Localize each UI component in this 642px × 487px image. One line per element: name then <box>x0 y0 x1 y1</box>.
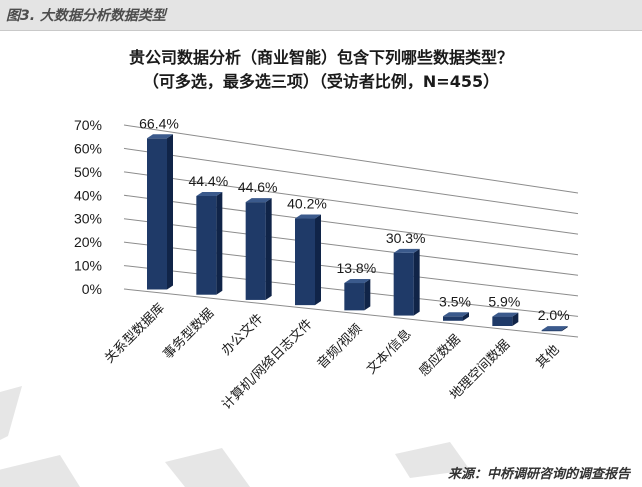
y-tick-label: 70% <box>74 117 102 133</box>
grid-line <box>123 124 579 194</box>
y-tick-label: 20% <box>74 234 102 250</box>
x-tick-label: 文本/信息 <box>363 326 414 377</box>
data-label: 5.9% <box>488 294 520 310</box>
chart-subtitle: （可多选，最多选三项）（受访者比例，N=455） <box>142 72 500 91</box>
figure-header: 图3. 大数据分析数据类型 <box>0 0 642 31</box>
bar <box>344 279 371 311</box>
figure-label: 图3. 大数据分析数据类型 <box>6 8 166 24</box>
source-note: 来源：中桥调研咨询的调查报告 <box>447 467 630 482</box>
bar <box>393 248 420 316</box>
x-tick-label: 关系型数据库 <box>101 300 167 366</box>
data-label: 66.4% <box>139 115 179 131</box>
x-tick-label: 感应数据 <box>416 331 464 379</box>
y-tick-label: 0% <box>82 281 102 297</box>
data-label: 44.6% <box>238 179 278 195</box>
x-tick-label: 音频/视频 <box>314 321 365 372</box>
data-label: 44.4% <box>188 173 228 189</box>
background-swoosh <box>165 448 250 487</box>
data-label: 3.5% <box>439 293 471 309</box>
data-label: 13.8% <box>336 260 376 276</box>
grid-line <box>123 171 579 235</box>
y-tick-label: 50% <box>74 164 102 180</box>
bar <box>492 312 519 326</box>
background-swooshes <box>0 386 470 487</box>
y-tick-label: 30% <box>74 211 102 227</box>
y-tick-label: 40% <box>74 187 102 203</box>
background-swoosh <box>395 442 470 478</box>
bar <box>541 326 568 332</box>
background-swoosh <box>0 455 80 487</box>
x-tick-label: 其他 <box>533 342 562 371</box>
data-labels: 66.4% 44.4% 44.6% 40.2% 13.8% 30.3% 3.5% 5.9% 2.… <box>139 115 569 323</box>
grid-line <box>123 147 579 215</box>
x-tick-label: 办公文件 <box>219 311 266 358</box>
data-label: 30.3% <box>386 230 426 246</box>
bars <box>147 134 568 332</box>
bar <box>295 214 321 306</box>
bar <box>196 191 223 295</box>
data-label: 2.0% <box>538 307 570 323</box>
x-tick-label: 事务型数据 <box>160 305 217 362</box>
data-label: 40.2% <box>287 196 327 212</box>
bar <box>245 198 272 300</box>
y-tick-label: 60% <box>74 140 102 156</box>
grid-line <box>123 288 579 338</box>
bar <box>443 312 469 321</box>
bar <box>147 134 173 290</box>
y-axis: 0% 10% 20% 30% 40% 50% 60% 70% <box>74 117 102 297</box>
background-swoosh <box>0 386 22 440</box>
x-tick-label: 计算机/网络日志文件 <box>219 316 316 413</box>
y-tick-label: 10% <box>74 258 102 274</box>
chart-title: 贵公司数据分析（商业智能）包含下列哪些数据类型？ <box>128 48 513 67</box>
